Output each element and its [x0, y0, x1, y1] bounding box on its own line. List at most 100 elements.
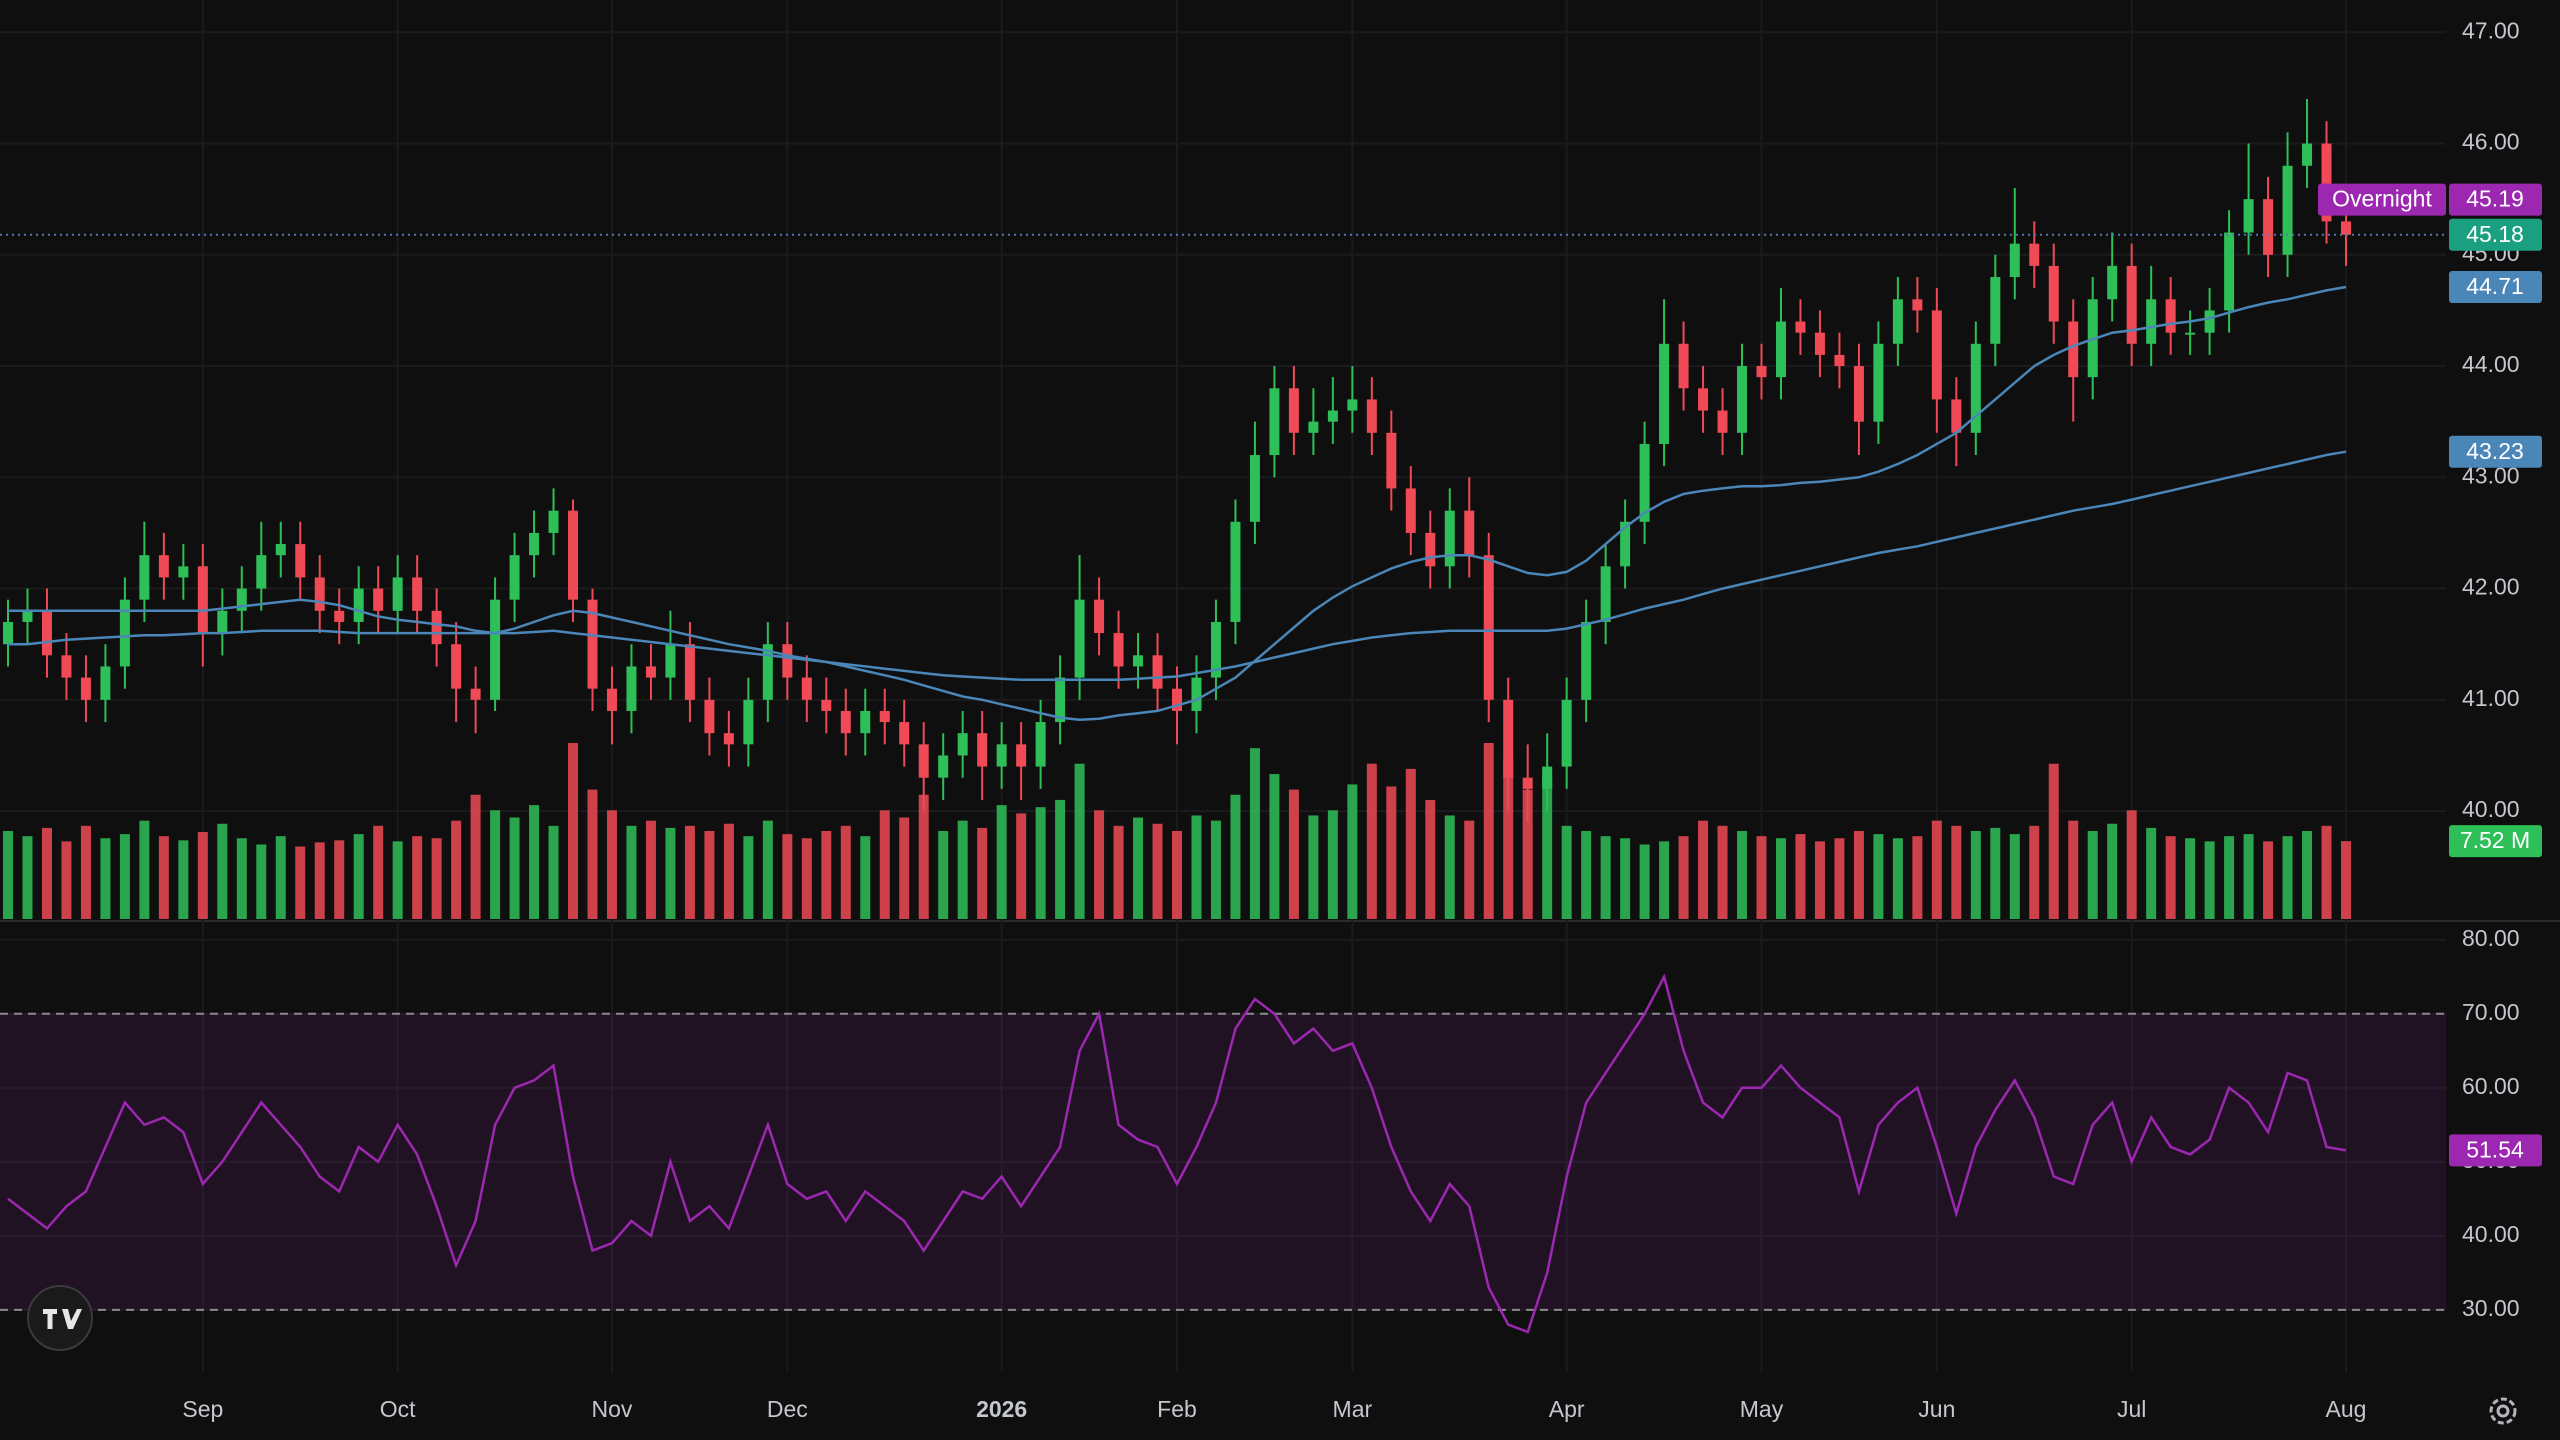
candle-body [2263, 199, 2274, 255]
candle-body [1016, 744, 1027, 767]
candle-body [606, 688, 617, 711]
volume-bar [1327, 810, 1338, 919]
volume-bar [353, 834, 364, 919]
candle-body [996, 744, 1007, 767]
volume-bar [665, 827, 676, 919]
volume [3, 743, 2351, 919]
badges: 44.71 43.23 45.18 Overnight 45.19 7.52 M 51.54 [2318, 183, 2542, 1167]
candle-body [2321, 143, 2332, 222]
overnight-value-badge: 45.19 [2466, 186, 2524, 212]
x-tick-label: Jun [1918, 1396, 1955, 1422]
volume-bar [509, 817, 520, 919]
candle-body [100, 666, 111, 700]
logo-mark [43, 1309, 82, 1329]
volume-bar [1133, 817, 1144, 919]
candle-body [1503, 699, 1514, 778]
candle-body [801, 677, 812, 700]
rsi-tick-label: 40.00 [2462, 1221, 2520, 1247]
volume-bar [1561, 825, 1572, 919]
candle-body [1853, 366, 1864, 422]
volume-bar [2146, 827, 2157, 919]
candle-body [938, 755, 949, 778]
candle-body [490, 599, 501, 700]
candle-body [412, 577, 423, 611]
candle-body [1698, 388, 1709, 411]
candle-body [1288, 388, 1299, 433]
volume-bar [1698, 820, 1709, 919]
candle-body [2224, 232, 2235, 311]
volume-bar [373, 825, 384, 919]
candle-body [1775, 321, 1786, 378]
volume-bar [996, 805, 1007, 919]
volume-bar [197, 832, 208, 919]
volume-bar [1191, 815, 1202, 919]
overnight-label-bg [2318, 183, 2446, 216]
candle-body [782, 644, 793, 678]
gear-inner [2496, 1404, 2510, 1418]
volume-bar [548, 825, 559, 919]
ma-value-badge: 43.23 [2466, 438, 2524, 464]
last-price-badge: 45.18 [2466, 221, 2524, 247]
candle-body [1834, 354, 1845, 367]
volume-bar [1074, 763, 1085, 919]
candle-body [879, 710, 890, 723]
volume-bar [626, 825, 637, 919]
settings-button[interactable] [2489, 1397, 2517, 1425]
candle-body [334, 610, 345, 622]
volume-bar [1035, 807, 1046, 919]
volume-bar [1503, 758, 1514, 919]
volume-bar [178, 840, 189, 919]
candle-body [1113, 633, 1124, 667]
axis-labels: Sep Oct Nov Dec 2026 Feb Mar Apr May Jun Jul Aug 40.… [182, 17, 2519, 1422]
volume-bar [1522, 789, 1533, 919]
candle-body [2243, 199, 2254, 233]
rsi-tick-label: 30.00 [2462, 1295, 2520, 1321]
x-tick-label: Apr [1549, 1396, 1585, 1422]
y-tick-label: 47.00 [2462, 17, 2520, 43]
volume-bar [684, 825, 695, 919]
candle-body [373, 588, 384, 611]
volume-bar [2068, 820, 2079, 919]
volume-bar [217, 823, 228, 919]
candle-body [236, 588, 247, 611]
volume-bar [938, 831, 949, 919]
volume-bar [529, 805, 540, 919]
volume-bar [899, 817, 910, 919]
volume-bar [1814, 841, 1825, 919]
candle-body [275, 544, 286, 556]
candle-body [684, 644, 695, 700]
volume-bar [1347, 784, 1358, 919]
volume-bar [236, 838, 247, 919]
candle-body [1133, 655, 1144, 667]
candle-body [1639, 443, 1650, 522]
candle-body [626, 666, 637, 711]
volume-bar [1288, 789, 1299, 919]
volume-bar [1775, 838, 1786, 919]
candle-body [1678, 343, 1689, 389]
candle-body [957, 733, 968, 756]
logo[interactable] [27, 1285, 93, 1351]
volume-bar [2165, 836, 2176, 919]
volume-badge-bg [2449, 825, 2542, 858]
candle-body [2282, 165, 2293, 255]
candle-body [2068, 321, 2079, 378]
volume-bar [879, 810, 890, 919]
candle-body [1444, 510, 1455, 567]
y-tick-label: 40.00 [2462, 796, 2520, 822]
candle-body [1464, 510, 1475, 556]
candle-body [2146, 299, 2157, 344]
volume-bar [1094, 810, 1105, 919]
volume-bar [587, 789, 598, 919]
candle-body [61, 655, 72, 678]
volume-bar [1581, 831, 1592, 919]
volume-bar [1892, 838, 1903, 919]
candle-body [1425, 532, 1436, 567]
volume-bar [1249, 748, 1260, 919]
volume-bar [1795, 834, 1806, 919]
candle-body [899, 722, 910, 745]
volume-bar [1542, 774, 1553, 919]
volume-bar [762, 820, 773, 919]
volume-bar [1970, 831, 1981, 919]
candle-body [2165, 299, 2176, 333]
